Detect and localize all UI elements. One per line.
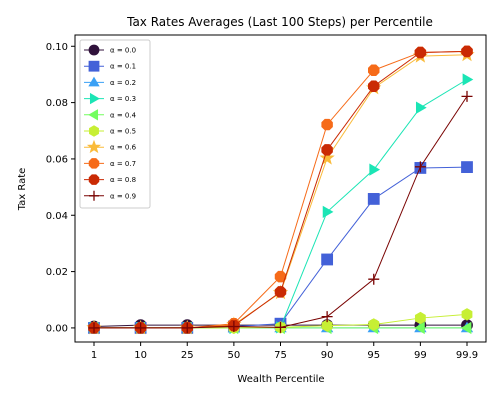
x-axis-title: Wealth Percentile (237, 374, 324, 385)
data-point (461, 45, 473, 58)
plot-area (86, 45, 475, 335)
data-point (415, 101, 427, 114)
x-tick-label: 90 (321, 350, 334, 361)
data-point (414, 46, 427, 59)
legend-marker (89, 190, 99, 201)
data-point (321, 319, 333, 332)
legend-label: α = 0.3 (110, 95, 136, 103)
data-point (460, 321, 472, 335)
data-point (369, 163, 381, 176)
legend-label: α = 0.8 (110, 176, 136, 184)
legend-entry: α = 0.9 (84, 190, 136, 201)
legend-label: α = 0.4 (110, 111, 137, 119)
legend-label: α = 0.6 (110, 144, 137, 152)
data-point (274, 286, 287, 298)
legend-marker (89, 92, 100, 105)
x-tick-label: 75 (274, 350, 287, 361)
legend-marker (86, 139, 102, 154)
x-tick-label: 95 (367, 350, 380, 361)
legend-marker (88, 60, 100, 72)
data-point (275, 321, 286, 333)
data-point (461, 161, 473, 173)
y-tick-label: 0.00 (46, 323, 68, 334)
x-tick-label: 10 (134, 350, 147, 361)
legend-entry: α = 0.0 (84, 44, 136, 56)
legend-entry: α = 0.8 (84, 174, 136, 185)
data-point (414, 161, 426, 173)
legend-entry: α = 0.6 (84, 139, 137, 154)
legend-entry: α = 0.1 (84, 60, 136, 72)
data-point (181, 322, 193, 334)
y-tick-label: 0.04 (46, 211, 68, 222)
data-point (461, 308, 473, 321)
y-tick-label: 0.08 (46, 98, 68, 109)
legend-entry: α = 0.7 (84, 158, 136, 169)
data-point (367, 193, 380, 205)
legend-label: α = 0.2 (110, 79, 136, 87)
data-point (321, 311, 333, 323)
y-tick-label: 0.10 (46, 42, 68, 53)
legend-label: α = 0.1 (110, 63, 136, 71)
legend-entry: α = 0.3 (84, 92, 136, 105)
data-point (368, 80, 380, 92)
legend-marker (89, 125, 99, 137)
legend-entry: α = 0.2 (84, 76, 136, 87)
data-point (322, 205, 334, 219)
data-point (368, 273, 380, 285)
x-tick-label: 1 (91, 350, 97, 361)
x-tick-label: 25 (181, 350, 194, 361)
y-tick-label: 0.02 (46, 267, 68, 278)
data-point (321, 253, 334, 266)
legend-marker (88, 76, 100, 87)
y-tick-label: 0.06 (46, 154, 68, 165)
data-point (414, 321, 425, 335)
legend-label: α = 0.9 (110, 192, 136, 200)
series-8 (88, 45, 473, 334)
legend-marker (88, 174, 100, 185)
data-point (461, 90, 473, 102)
legend-label: α = 0.0 (110, 47, 136, 55)
legend-entry: α = 0.5 (84, 125, 136, 137)
legend-label: α = 0.7 (110, 160, 136, 168)
y-axis-title: Tax Rate (17, 168, 28, 212)
axes: 1 10 25 50 75 90 95 99 99.9 0.00 0.02 0.04 0.06 0.08 0… (46, 42, 478, 361)
x-tick-label: 99 (414, 350, 427, 361)
legend: α = 0.0 α = 0.1 α = 0.2 α = 0.3 α = 0.4 α = 0… (79, 39, 151, 209)
data-point (368, 64, 380, 76)
data-point (274, 270, 287, 283)
x-tick-label: 50 (228, 350, 241, 361)
series-9 (88, 90, 473, 334)
data-point (321, 118, 333, 131)
legend-marker (88, 158, 100, 169)
legend-marker (88, 109, 99, 121)
legend-entry: α = 0.4 (84, 109, 137, 121)
data-point (228, 321, 240, 333)
chart-title: Tax Rates Averages (Last 100 Steps) per … (126, 15, 433, 29)
data-point (462, 73, 474, 86)
data-point (321, 144, 333, 156)
data-point (88, 322, 100, 334)
data-point (368, 318, 380, 331)
data-point (319, 150, 335, 165)
data-point (414, 311, 426, 325)
x-tick-label: 99.9 (456, 350, 478, 361)
legend-marker (88, 44, 100, 56)
data-point (135, 322, 147, 334)
legend-label: α = 0.5 (110, 128, 136, 136)
